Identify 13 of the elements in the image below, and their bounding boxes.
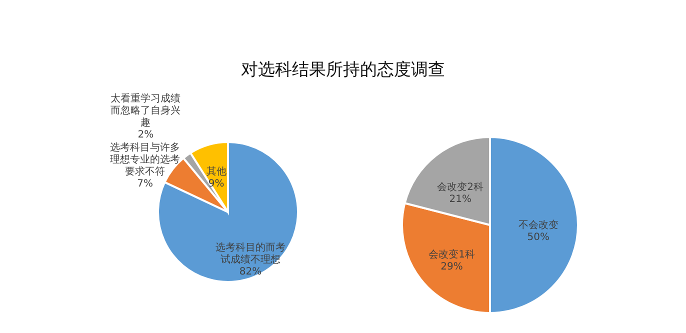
slice-label: 太看重学习成绩而忽略了自身兴趣 xyxy=(110,92,181,129)
data-label: 21% xyxy=(449,194,472,205)
text: 对选科结果所持的态度调查 xyxy=(240,59,446,81)
slice-label: 其他 xyxy=(206,166,226,178)
slice-label: 选考科目与许多理想专业的选考要求不符 xyxy=(110,142,180,178)
slice-label: 会改变1科 xyxy=(428,248,475,261)
data-label: 7% xyxy=(137,178,153,190)
slice-label: 不会改变 xyxy=(518,219,558,231)
slice-label: 会改变2科 xyxy=(437,180,484,193)
data-label: 50% xyxy=(527,232,550,243)
data-label: 82% xyxy=(239,266,262,278)
data-label: 2% xyxy=(138,130,154,141)
data-label: 29% xyxy=(440,262,463,273)
